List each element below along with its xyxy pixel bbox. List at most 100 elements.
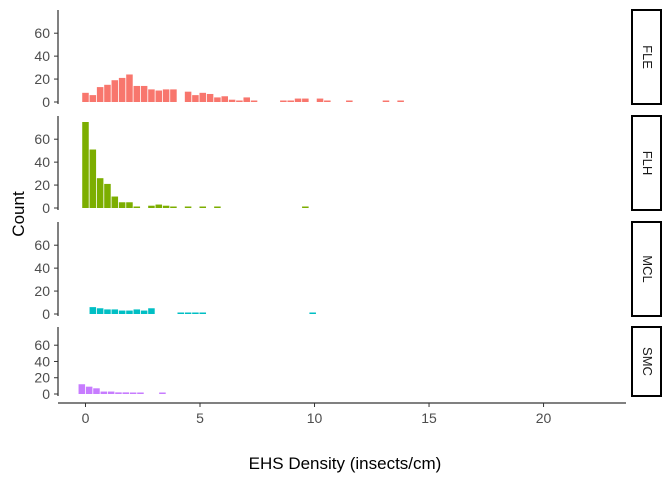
histogram-bar (122, 392, 130, 394)
histogram-bar (192, 95, 199, 102)
histogram-bar (184, 312, 192, 314)
histogram-bar (170, 89, 177, 102)
histogram-bar (100, 391, 108, 394)
histogram-bar (214, 97, 221, 102)
facet-strip-label: FLH (640, 151, 655, 176)
histogram-bar (177, 312, 185, 314)
histogram-bar (126, 310, 133, 314)
y-tick-label: 60 (34, 131, 50, 147)
facet-strip (631, 221, 662, 317)
histogram-bar (287, 100, 294, 102)
histogram-bar (155, 90, 163, 102)
y-tick-label: 0 (42, 94, 50, 110)
y-tick-label: 20 (34, 71, 50, 87)
histogram-bar (104, 183, 111, 208)
histogram-bar (140, 85, 148, 102)
y-tick-label: 60 (34, 237, 50, 253)
histogram-bar (250, 100, 258, 102)
histogram-bar (316, 98, 324, 102)
y-tick-label: 60 (34, 337, 50, 353)
histogram-bar (162, 89, 170, 102)
y-tick-label: 20 (34, 177, 50, 193)
x-axis: 0 5 10 15 20 (58, 402, 626, 426)
histogram-bar (78, 384, 86, 394)
facet-strip-label: MCL (640, 255, 655, 282)
histogram-bar (155, 204, 163, 208)
x-axis-title: EHS Density (insects/cm) (249, 454, 442, 473)
histogram-bar (184, 206, 192, 208)
histogram-bar (243, 97, 250, 102)
histogram-bar (126, 74, 133, 102)
histogram-bar (382, 100, 390, 102)
histogram-bar (89, 307, 97, 314)
histogram-bar (111, 309, 119, 314)
y-tick-label: 40 (34, 154, 50, 170)
histogram-bar (221, 96, 228, 102)
facet-strip (631, 326, 662, 397)
histogram-bar (118, 77, 126, 102)
histogram-bar (302, 98, 309, 102)
histogram-bar (192, 312, 199, 314)
histogram-bar (309, 312, 316, 314)
histogram-bar (107, 391, 115, 394)
histogram-bar (184, 91, 192, 102)
histogram-bar (126, 202, 133, 208)
histogram-bar (159, 392, 166, 394)
histogram-bar (214, 206, 221, 208)
histogram-bar (346, 100, 353, 102)
histogram-bar (397, 100, 404, 102)
y-tick-label: 40 (34, 353, 50, 369)
histogram-bar (111, 80, 119, 102)
histogram-bar (133, 85, 141, 102)
facet-strip (631, 9, 662, 105)
x-tick-label: 5 (196, 410, 204, 426)
y-tick-label: 20 (34, 370, 50, 386)
histogram-bar (82, 122, 89, 208)
facet-strip-label: FLE (640, 45, 655, 69)
y-tick-label: 0 (42, 386, 50, 402)
x-tick-label: 15 (421, 410, 437, 426)
histogram-bar (148, 89, 155, 102)
histogram-bar (170, 206, 177, 208)
histogram-bar (199, 206, 207, 208)
histogram-bar (111, 196, 119, 208)
y-tick-label: 40 (34, 260, 50, 276)
y-tick-label: 20 (34, 283, 50, 299)
histogram-bar (104, 309, 111, 314)
histogram-bar (89, 95, 97, 102)
histogram-bar (133, 206, 141, 208)
histogram-bar (148, 205, 155, 208)
histogram-bar (129, 392, 137, 394)
histogram-bar (302, 206, 309, 208)
histogram-bar (236, 100, 243, 102)
y-tick-label: 0 (42, 200, 50, 216)
histogram-bar (96, 87, 104, 102)
y-tick-label: 0 (42, 306, 50, 322)
facet-strip-label: SMC (640, 347, 655, 376)
histogram-bar (93, 388, 100, 394)
y-tick-label: 40 (34, 48, 50, 64)
histogram-bar (118, 202, 126, 208)
histogram-bar (280, 100, 287, 102)
histogram-bar (115, 392, 122, 394)
histogram-bar (206, 93, 214, 102)
facet-strip (631, 115, 662, 211)
histogram-bar (294, 98, 302, 102)
histogram-bar (82, 92, 89, 102)
histogram-bar (133, 309, 141, 314)
histogram-bar (96, 308, 104, 314)
histogram-bar (199, 92, 207, 102)
x-tick-label: 10 (307, 410, 323, 426)
histogram-bar (228, 99, 236, 102)
y-axis-title: Count (9, 191, 28, 237)
histogram-bar (104, 84, 111, 102)
facet-panel-mcl: 0 20 40 60 MCL (34, 221, 662, 322)
histogram-bar (118, 310, 126, 314)
histogram-bar (199, 312, 207, 314)
y-tick-label: 60 (34, 25, 50, 41)
facet-panel-flh: 0 20 40 60 FLH (34, 115, 662, 216)
